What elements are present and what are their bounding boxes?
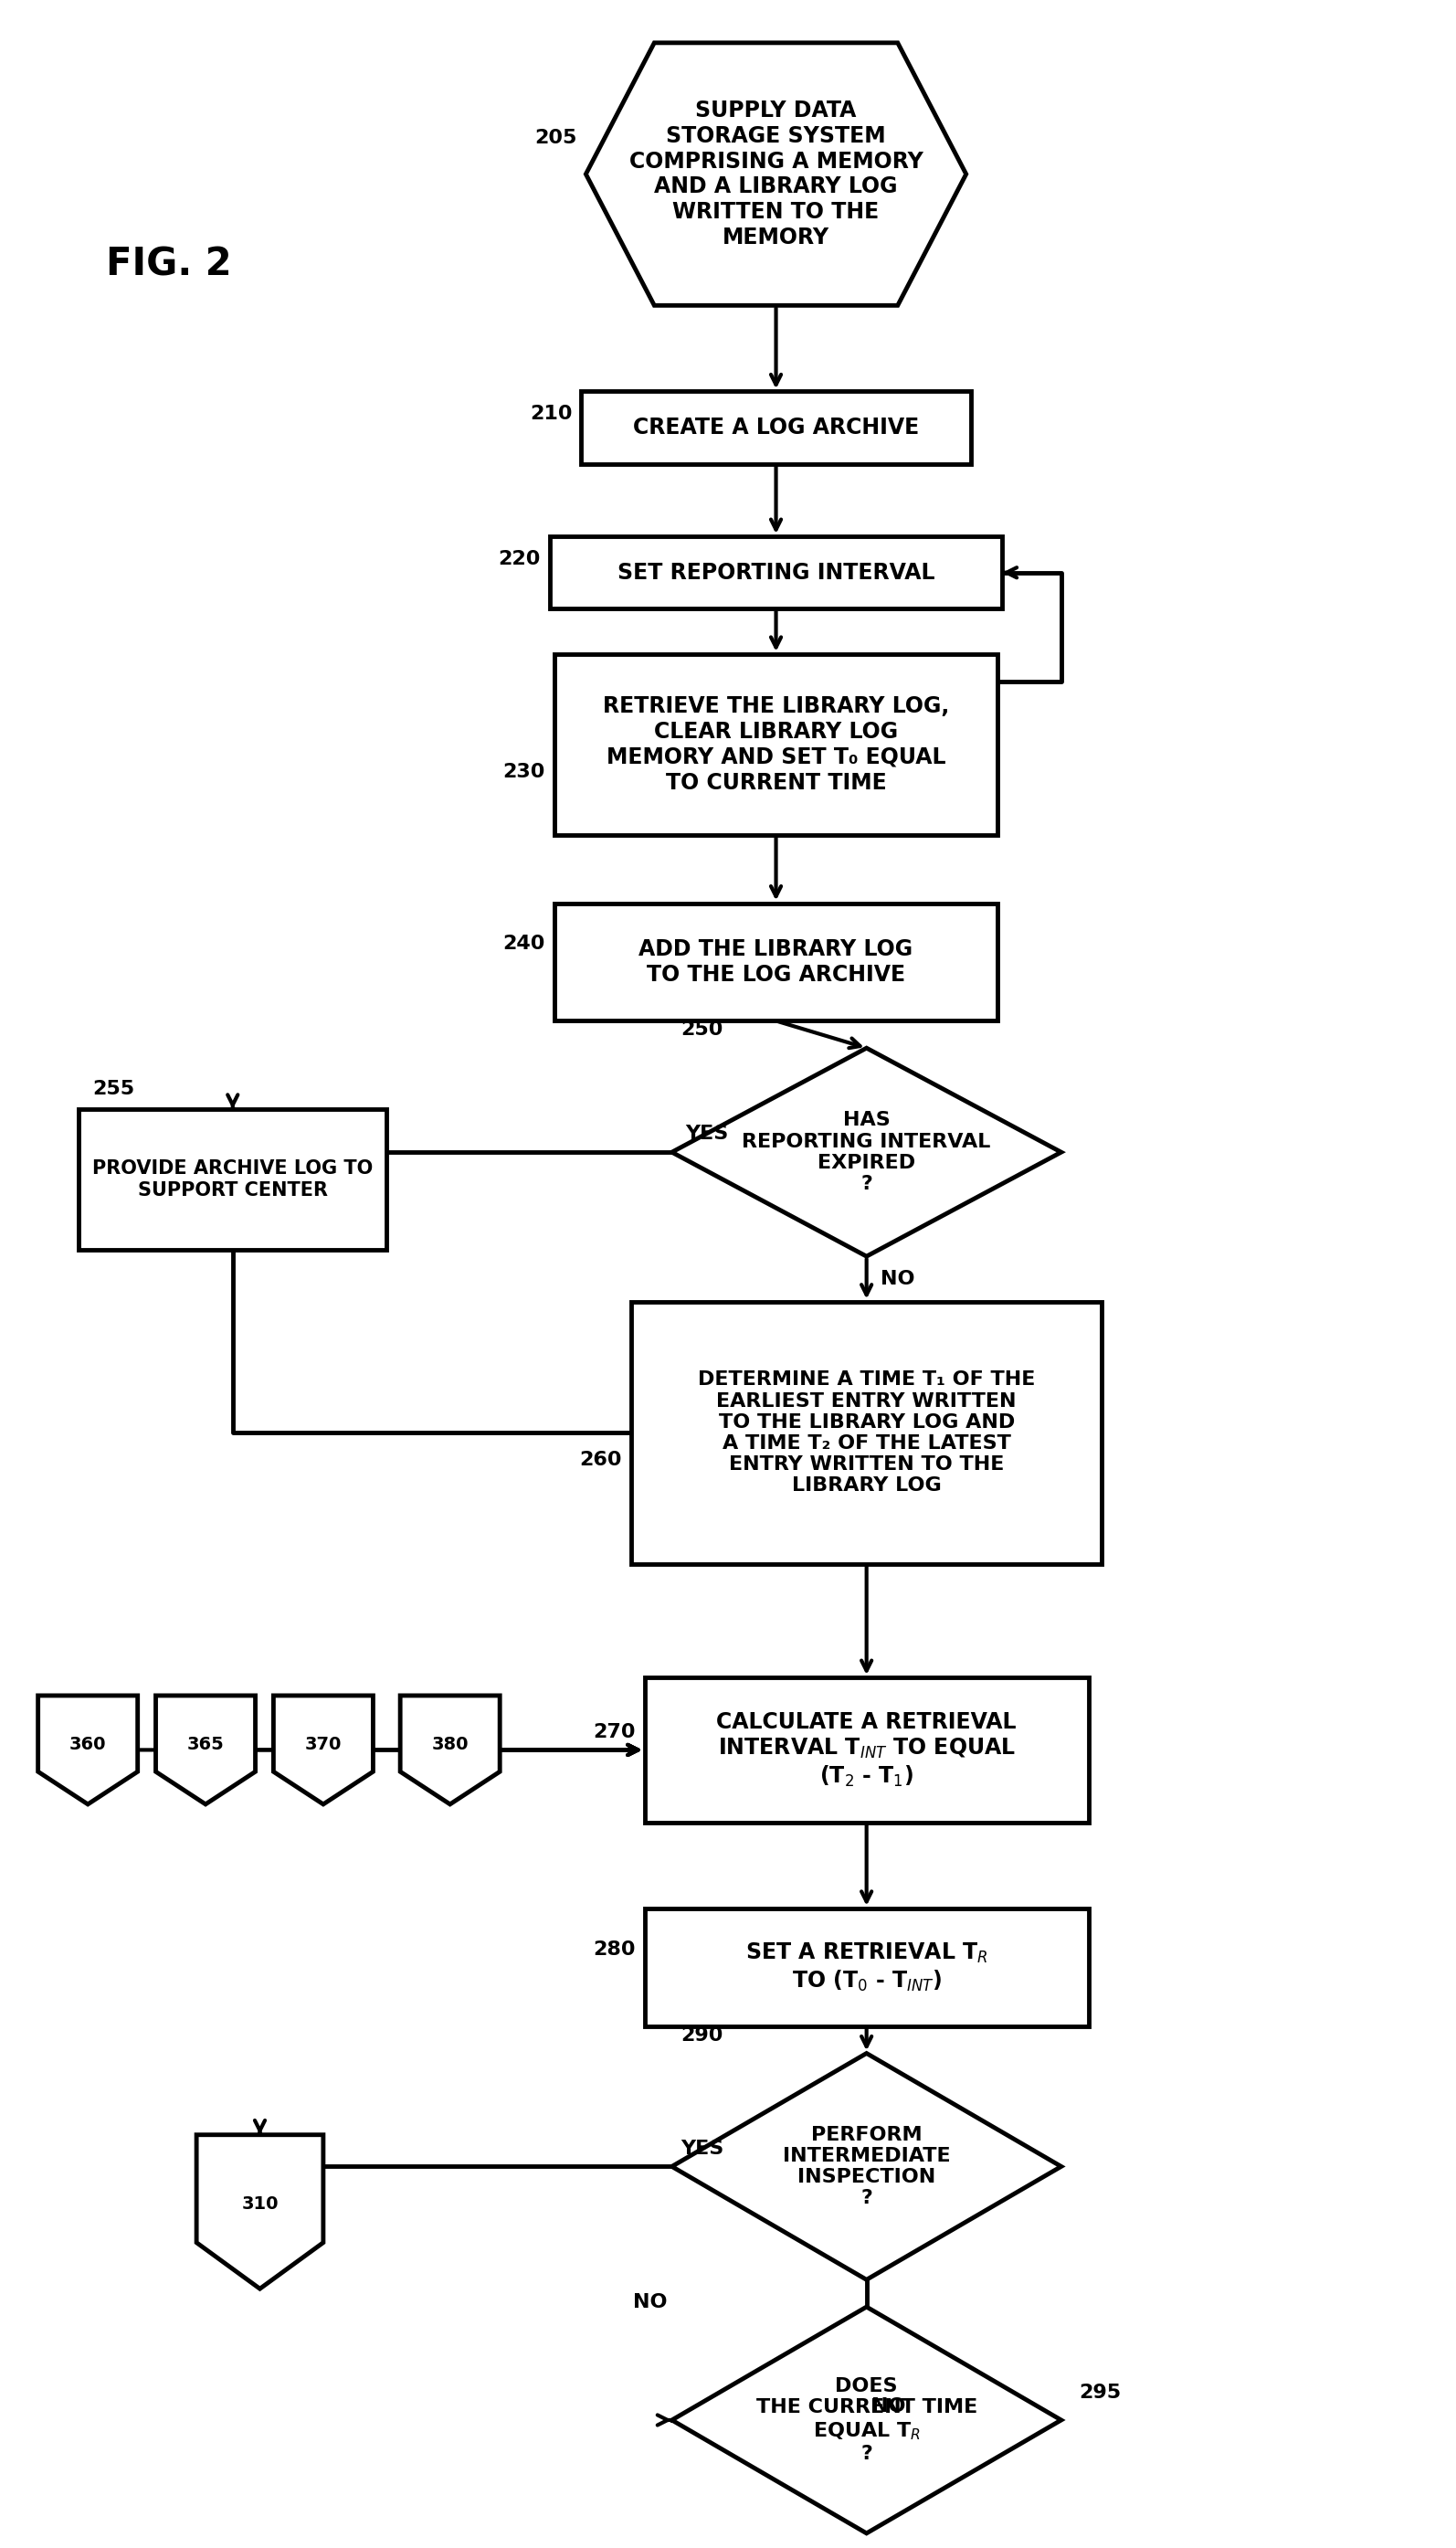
- Text: RETRIEVE THE LIBRARY LOG,
CLEAR LIBRARY LOG
MEMORY AND SET T₀ EQUAL
TO CURRENT T: RETRIEVE THE LIBRARY LOG, CLEAR LIBRARY …: [603, 696, 949, 795]
- Text: 380: 380: [431, 1735, 469, 1753]
- Text: 270: 270: [593, 1722, 636, 1740]
- Text: 260: 260: [579, 1450, 622, 1470]
- Text: DOES
THE CURRENT TIME
EQUAL T$_R$
?: DOES THE CURRENT TIME EQUAL T$_R$ ?: [756, 2377, 977, 2464]
- Text: YES: YES: [681, 2140, 724, 2158]
- Text: 250: 250: [681, 1022, 724, 1040]
- FancyBboxPatch shape: [630, 1302, 1102, 1564]
- Text: SET A RETRIEVAL T$_R$
TO (T$_0$ - T$_{INT}$): SET A RETRIEVAL T$_R$ TO (T$_0$ - T$_{IN…: [745, 1942, 987, 1993]
- FancyBboxPatch shape: [79, 1108, 387, 1249]
- FancyBboxPatch shape: [555, 902, 997, 1022]
- Text: 310: 310: [242, 2196, 278, 2212]
- FancyBboxPatch shape: [645, 1908, 1089, 2026]
- Polygon shape: [156, 1694, 255, 1804]
- Text: 280: 280: [593, 1939, 636, 1959]
- FancyBboxPatch shape: [549, 538, 1002, 609]
- Polygon shape: [38, 1694, 138, 1804]
- Polygon shape: [274, 1694, 373, 1804]
- Text: HAS
REPORTING INTERVAL
EXPIRED
?: HAS REPORTING INTERVAL EXPIRED ?: [743, 1111, 992, 1192]
- Text: 205: 205: [534, 130, 577, 148]
- FancyBboxPatch shape: [581, 392, 971, 464]
- Text: ADD THE LIBRARY LOG
TO THE LOG ARCHIVE: ADD THE LIBRARY LOG TO THE LOG ARCHIVE: [639, 938, 913, 986]
- Polygon shape: [585, 43, 967, 306]
- Polygon shape: [671, 2306, 1061, 2533]
- Text: 220: 220: [498, 550, 540, 568]
- FancyBboxPatch shape: [645, 1677, 1089, 1822]
- Text: 230: 230: [502, 762, 545, 782]
- Text: 240: 240: [502, 935, 545, 953]
- Text: NO: NO: [879, 1269, 914, 1289]
- Text: FIG. 2: FIG. 2: [106, 245, 232, 283]
- Text: 255: 255: [92, 1080, 134, 1098]
- Polygon shape: [197, 2135, 323, 2288]
- Polygon shape: [671, 2054, 1061, 2280]
- Text: DETERMINE A TIME T₁ OF THE
EARLIEST ENTRY WRITTEN
TO THE LIBRARY LOG AND
A TIME : DETERMINE A TIME T₁ OF THE EARLIEST ENTR…: [697, 1371, 1035, 1496]
- Text: 295: 295: [1079, 2385, 1121, 2403]
- Text: 365: 365: [186, 1735, 224, 1753]
- FancyBboxPatch shape: [555, 655, 997, 836]
- Text: 290: 290: [681, 2026, 724, 2043]
- Text: 370: 370: [304, 1735, 342, 1753]
- Text: PERFORM
INTERMEDIATE
INSPECTION
?: PERFORM INTERMEDIATE INSPECTION ?: [783, 2125, 951, 2207]
- Text: 210: 210: [530, 405, 572, 423]
- Text: CALCULATE A RETRIEVAL
INTERVAL T$_{INT}$ TO EQUAL
(T$_2$ - T$_1$): CALCULATE A RETRIEVAL INTERVAL T$_{INT}$…: [716, 1710, 1016, 1789]
- Text: SET REPORTING INTERVAL: SET REPORTING INTERVAL: [617, 561, 935, 583]
- Text: YES: YES: [686, 1126, 728, 1144]
- Text: PROVIDE ARCHIVE LOG TO
SUPPORT CENTER: PROVIDE ARCHIVE LOG TO SUPPORT CENTER: [92, 1159, 373, 1200]
- Text: SUPPLY DATA
STORAGE SYSTEM
COMPRISING A MEMORY
AND A LIBRARY LOG
WRITTEN TO THE
: SUPPLY DATA STORAGE SYSTEM COMPRISING A …: [629, 99, 923, 250]
- Polygon shape: [671, 1047, 1061, 1256]
- Text: NO: NO: [633, 2293, 667, 2311]
- Text: CREATE A LOG ARCHIVE: CREATE A LOG ARCHIVE: [633, 418, 919, 438]
- Text: 360: 360: [70, 1735, 106, 1753]
- Text: NO: NO: [871, 2398, 906, 2416]
- Polygon shape: [400, 1694, 499, 1804]
